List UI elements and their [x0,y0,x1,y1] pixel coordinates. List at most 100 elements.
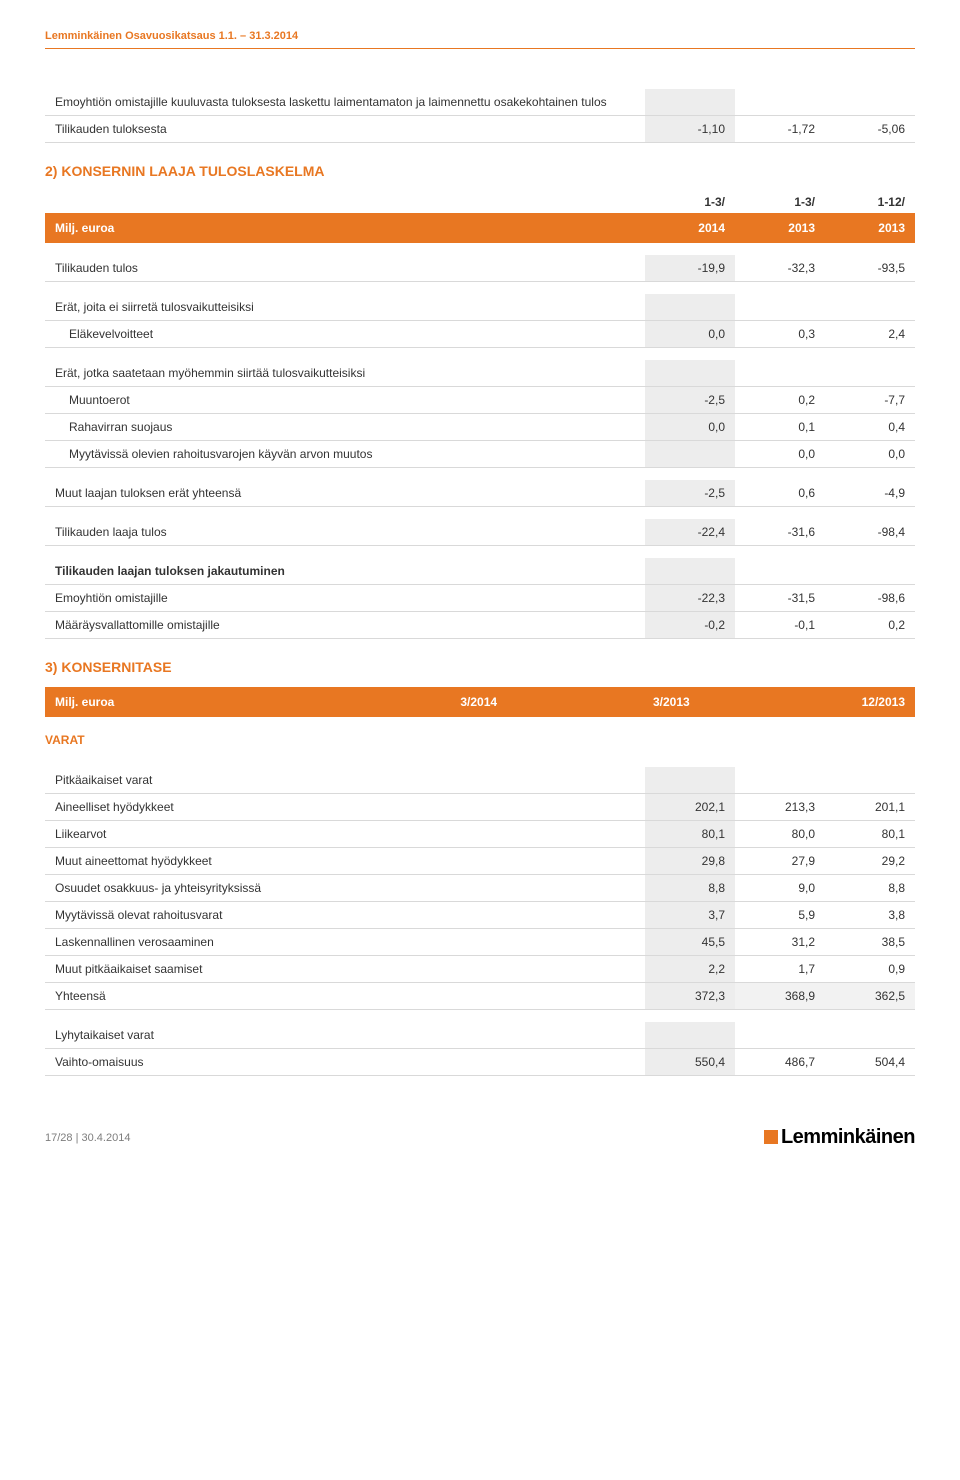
section3-table: Milj. euroa 3/2014 3/2013 12/2013 [45,687,915,717]
page-footer: 17/28 | 30.4.2014 Lemminkäinen [45,1126,915,1149]
elakeve-v2: 0,3 [735,321,825,348]
eps-blank-1 [645,89,735,116]
row-label: Liikearvot [45,821,645,848]
s2-pre3: 1-12/ [825,191,915,213]
eps-v1: -1,10 [645,116,735,143]
row-value: 27,9 [735,848,825,875]
eps-row2-label: Tilikauden tuloksesta [45,116,645,143]
vaihto-v1: 550,4 [645,1049,735,1076]
raha-v1: 0,0 [645,414,735,441]
myyt-v2: 0,0 [735,441,825,468]
lyhyt-lbl: Lyhytaikaiset varat [45,1022,645,1049]
eps-blank-3 [825,89,915,116]
erat-jotka-lbl: Erät, jotka saatetaan myöhemmin siirtää … [45,360,645,387]
tt-v1: -19,9 [645,255,735,282]
s2-h3: 2013 [825,213,915,243]
table-row: Liikearvot80,180,080,1 [45,821,915,848]
muunt-v1: -2,5 [645,387,735,414]
table-row: Muut aineettomat hyödykkeet29,827,929,2 [45,848,915,875]
s3-h0: Milj. euroa [45,687,314,717]
tl-v1: -22,4 [645,519,735,546]
row-value: 29,2 [825,848,915,875]
tl-v2: -31,6 [735,519,825,546]
s3-h1: 3/2014 [314,687,507,717]
til-laaja-lbl: Tilikauden laaja tulos [45,519,645,546]
myyt-v3: 0,0 [825,441,915,468]
table-row: Aineelliset hyödykkeet202,1213,3201,1 [45,794,915,821]
footer-logo: Lemminkäinen [764,1126,915,1149]
maarays-lbl: Määräysvallattomille omistajille [45,612,645,639]
row-value: 201,1 [825,794,915,821]
raha-v2: 0,1 [735,414,825,441]
vaihto-v3: 504,4 [825,1049,915,1076]
muut-laajan-lbl: Muut laajan tuloksen erät yhteensä [45,480,645,507]
header-rule [45,48,915,49]
row-value: 2,2 [645,956,735,983]
row-label: Myytävissä olevat rahoitusvarat [45,902,645,929]
ma-v3: 0,2 [825,612,915,639]
row-value: 5,9 [735,902,825,929]
row-value: 213,3 [735,794,825,821]
s2-h2: 2013 [735,213,825,243]
muunt-v3: -7,7 [825,387,915,414]
jak-header: Tilikauden laajan tuloksen jakautuminen [45,558,645,585]
table-row: Muut pitkäaikaiset saamiset2,21,70,9 [45,956,915,983]
s2-h0: Milj. euroa [45,213,645,243]
row-label: Osuudet osakkuus- ja yhteisyrityksissä [45,875,645,902]
ma-v1: -0,2 [645,612,735,639]
emo-v2: -31,5 [735,585,825,612]
elakeve-lbl: Eläkevelvoitteet [45,321,645,348]
table-row: Myytävissä olevat rahoitusvarat3,75,93,8 [45,902,915,929]
row-value: 31,2 [735,929,825,956]
s2-pre2: 1-3/ [735,191,825,213]
footer-page-info: 17/28 | 30.4.2014 [45,1132,130,1144]
ml-v1: -2,5 [645,480,735,507]
tilikauden-tulos-lbl: Tilikauden tulos [45,255,645,282]
emo-v3: -98,6 [825,585,915,612]
emo-lbl: Emoyhtiön omistajille [45,585,645,612]
row-value: 3,8 [825,902,915,929]
eps-blank-2 [735,89,825,116]
tt-v3: -93,5 [825,255,915,282]
elakeve-v1: 0,0 [645,321,735,348]
doc-header-title: Lemminkäinen Osavuosikatsaus 1.1. – 31.3… [45,30,915,42]
ma-v2: -0,1 [735,612,825,639]
row-value: 29,8 [645,848,735,875]
yht-v3: 362,5 [825,983,915,1010]
row-label: Muut pitkäaikaiset saamiset [45,956,645,983]
yhteensa-lbl: Yhteensä [45,983,645,1010]
logo-text: Lemminkäinen [781,1126,915,1148]
row-value: 1,7 [735,956,825,983]
table-row: Laskennallinen verosaaminen45,531,238,5 [45,929,915,956]
section2-table: 1-3/ 1-3/ 1-12/ Milj. euroa 2014 2013 20… [45,191,915,639]
yht-v2: 368,9 [735,983,825,1010]
row-value: 38,5 [825,929,915,956]
top-eps-table: Emoyhtiön omistajille kuuluvasta tulokse… [45,89,915,143]
section2-title: 2) KONSERNIN LAAJA TULOSLASKELMA [45,163,915,179]
row-value: 202,1 [645,794,735,821]
row-value: 80,0 [735,821,825,848]
myytavissa-lbl: Myytävissä olevien rahoitusvarojen käyvä… [45,441,645,468]
section3-title: 3) KONSERNITASE [45,659,915,675]
table-row: Osuudet osakkuus- ja yhteisyrityksissä 8,… [45,875,915,902]
muuntoerot-lbl: Muuntoerot [45,387,645,414]
s3-h3: 12/2013 [700,687,915,717]
logo-square-icon [764,1130,778,1144]
erat-ei-lbl: Erät, joita ei siirretä tulosvaikutteisi… [45,294,645,321]
row-value: 80,1 [645,821,735,848]
eps-row1-label: Emoyhtiön omistajille kuuluvasta tulokse… [45,89,645,116]
s3-h2: 3/2013 [507,687,700,717]
pitka-lbl: Pitkäaikaiset varat [45,767,645,794]
vaihto-lbl: Vaihto-omaisuus [45,1049,645,1076]
row-label: Aineelliset hyödykkeet [45,794,645,821]
pitka-table: Pitkäaikaiset varat Aineelliset hyödykke… [45,755,915,1076]
row-value: 45,5 [645,929,735,956]
ml-v2: 0,6 [735,480,825,507]
row-value: 3,7 [645,902,735,929]
yht-v1: 372,3 [645,983,735,1010]
row-label: Laskennallinen verosaaminen [45,929,645,956]
row-value: 8,8 [825,875,915,902]
row-label: Muut aineettomat hyödykkeet [45,848,645,875]
eps-v2: -1,72 [735,116,825,143]
s2-pre1: 1-3/ [645,191,735,213]
